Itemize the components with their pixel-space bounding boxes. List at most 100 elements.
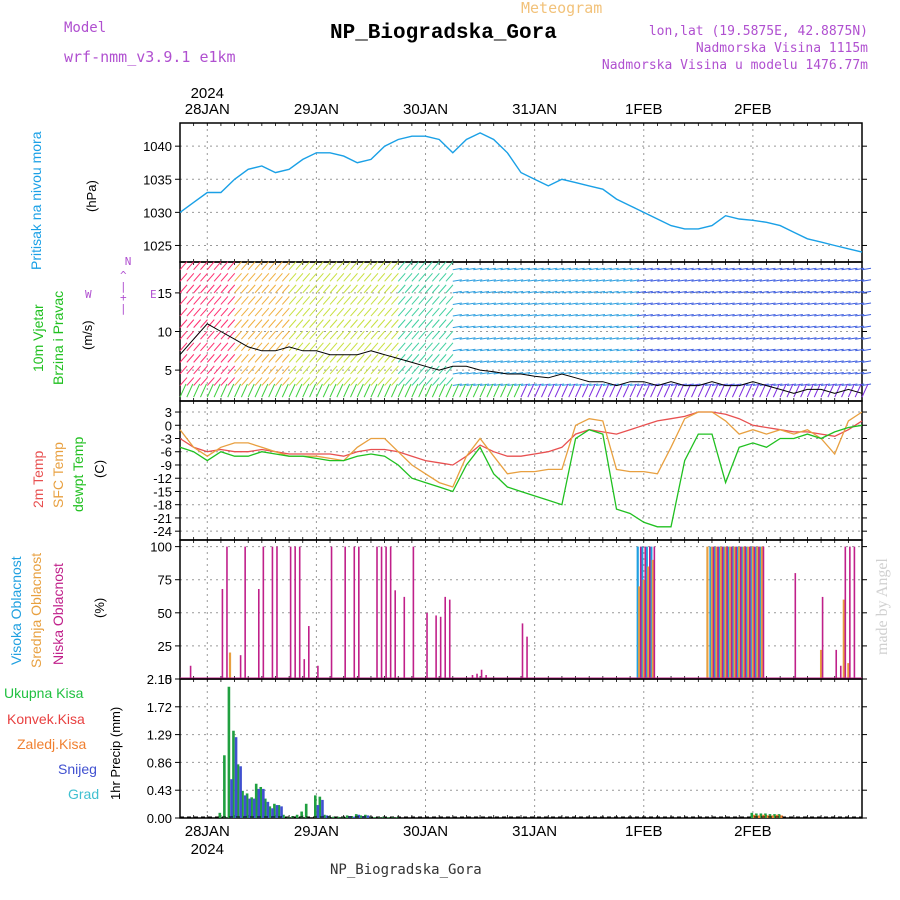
wind-barb	[855, 314, 865, 317]
wind-barb	[486, 360, 496, 363]
wind-barb	[384, 272, 392, 282]
wind-barb	[343, 284, 352, 294]
wind-barb	[193, 319, 202, 328]
precip-total-bar	[254, 783, 258, 818]
wind-barb	[541, 383, 551, 387]
wind-barb	[288, 330, 297, 340]
wind-barb	[766, 348, 776, 352]
wind-barb	[834, 267, 844, 271]
wind-barb	[520, 302, 531, 305]
wind-barb	[479, 371, 490, 375]
wind-barb	[241, 342, 249, 352]
wind-barb	[548, 348, 558, 352]
wind-barb	[834, 337, 844, 340]
wind-barb	[200, 383, 207, 398]
wind-barb	[691, 348, 701, 352]
wind-barb	[466, 371, 476, 375]
wind-barb	[275, 319, 283, 328]
wind-barb	[555, 279, 565, 282]
wind-barb	[302, 354, 311, 363]
wind-barb	[623, 383, 633, 387]
wind-barb	[725, 337, 735, 340]
wind-barb	[582, 360, 592, 363]
wind-barb	[404, 342, 413, 352]
wind-barb	[793, 314, 803, 317]
wind-barb	[834, 383, 842, 398]
wind-barb	[616, 267, 626, 271]
wind-barb	[220, 342, 229, 352]
wind-barb	[240, 383, 248, 398]
wind-barb	[363, 330, 372, 340]
wind-barb	[186, 354, 195, 363]
wind-barb	[820, 383, 831, 387]
wind-barb	[623, 267, 633, 271]
wind-barb	[391, 377, 399, 386]
wind-barb	[820, 360, 831, 363]
wind-barb	[786, 302, 797, 305]
wind-barb	[582, 371, 592, 375]
wind-barb	[254, 319, 263, 328]
wind-barb	[397, 342, 406, 352]
precip-snow-bar	[321, 799, 324, 818]
wind-barb	[241, 330, 249, 340]
wind-barb	[520, 383, 531, 387]
wind-barb	[322, 342, 331, 352]
wind-barb	[261, 354, 270, 363]
wind-barb	[254, 296, 263, 305]
wind-barb	[773, 302, 783, 305]
wind-barb	[786, 348, 797, 352]
wind-barb	[650, 290, 660, 294]
wind-barb	[548, 314, 558, 317]
wind-barb	[350, 330, 358, 340]
wind-barb	[834, 290, 844, 294]
wind-barb	[213, 354, 222, 363]
wind-barb	[254, 261, 263, 271]
wind-barb	[486, 383, 494, 398]
wind-barb	[732, 348, 742, 352]
wind-barb	[718, 360, 728, 363]
wind-barb	[411, 272, 420, 282]
wind-barb	[630, 267, 640, 271]
wind-barb	[493, 302, 503, 305]
wind-barb	[234, 307, 242, 317]
top-day-label: 29JAN	[294, 101, 339, 118]
wind-barb	[609, 383, 617, 398]
wind-barb	[227, 377, 236, 386]
wind-barb	[254, 377, 263, 386]
wind-barb	[486, 383, 496, 387]
precip-total-bar	[759, 813, 763, 818]
wind-barb	[705, 360, 715, 363]
wind-barb	[452, 360, 462, 363]
wind-barb	[493, 290, 503, 294]
wind-barb	[459, 360, 469, 363]
y-tick-label: 1030	[143, 205, 172, 220]
wind-barb	[589, 279, 599, 282]
wind-barb	[397, 272, 406, 282]
wind-barb	[391, 354, 399, 363]
wind-barb	[855, 279, 865, 282]
wind-barb	[650, 302, 660, 305]
wind-barb	[684, 302, 694, 305]
wind-barb	[752, 302, 762, 305]
y-tick-label: 75	[158, 573, 172, 588]
wind-barb	[848, 290, 858, 294]
wind-barb	[555, 290, 565, 294]
wind-barb	[486, 302, 496, 305]
precip-snow-bar	[252, 798, 256, 818]
precip-total-bar	[354, 814, 358, 818]
wind-barb	[718, 314, 728, 317]
wind-barb	[513, 383, 521, 398]
wind-barb	[705, 325, 715, 329]
wind-barb	[507, 279, 517, 282]
wind-barb	[548, 337, 558, 340]
wind-barb	[568, 360, 578, 363]
wind-barb	[630, 325, 640, 329]
wind-barb	[725, 279, 735, 282]
wind-barb	[555, 383, 565, 387]
wind-barb	[718, 290, 728, 294]
wind-barb	[861, 348, 872, 352]
wind-barb	[541, 337, 551, 340]
wind-barb	[711, 290, 722, 294]
wind-barb	[466, 360, 476, 363]
wind-barb	[650, 360, 660, 363]
